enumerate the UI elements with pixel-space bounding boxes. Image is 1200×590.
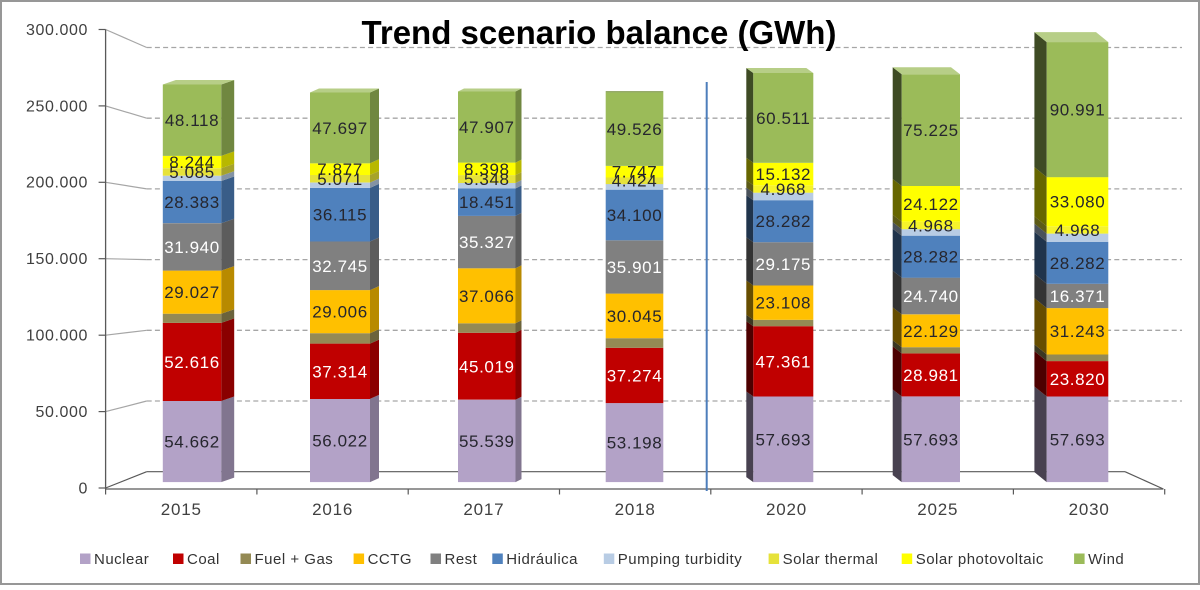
svg-text:32.745: 32.745 (312, 257, 368, 276)
svg-text:Coal: Coal (187, 551, 220, 568)
svg-text:29.027: 29.027 (164, 283, 220, 302)
svg-text:18.451: 18.451 (459, 193, 515, 212)
svg-text:0: 0 (79, 480, 89, 497)
svg-text:200.000: 200.000 (26, 175, 88, 192)
svg-text:52.616: 52.616 (164, 353, 220, 372)
svg-text:55.539: 55.539 (459, 432, 515, 451)
svg-text:250.000: 250.000 (26, 98, 88, 115)
svg-text:Nuclear: Nuclear (94, 551, 149, 568)
svg-text:60.511: 60.511 (756, 109, 810, 128)
svg-text:56.022: 56.022 (312, 432, 368, 451)
svg-text:31.940: 31.940 (164, 238, 220, 257)
svg-text:57.693: 57.693 (755, 430, 811, 449)
svg-text:49.526: 49.526 (607, 120, 663, 139)
svg-text:2025: 2025 (917, 500, 958, 519)
svg-text:24.122: 24.122 (903, 195, 959, 214)
svg-text:5.085: 5.085 (169, 163, 215, 182)
svg-text:47.361: 47.361 (755, 352, 811, 371)
svg-text:4.424: 4.424 (612, 172, 658, 191)
svg-text:Solar thermal: Solar thermal (783, 551, 879, 568)
svg-text:29.175: 29.175 (755, 255, 811, 274)
svg-text:29.006: 29.006 (312, 303, 368, 322)
svg-text:100.000: 100.000 (26, 328, 88, 345)
svg-text:Trend scenario balance (GWh): Trend scenario balance (GWh) (362, 14, 837, 51)
svg-text:2017: 2017 (463, 500, 504, 519)
svg-text:37.274: 37.274 (607, 367, 663, 386)
svg-text:2016: 2016 (312, 500, 353, 519)
svg-text:23.108: 23.108 (755, 294, 811, 313)
svg-text:24.740: 24.740 (903, 287, 959, 306)
svg-text:57.693: 57.693 (903, 430, 959, 449)
svg-text:57.693: 57.693 (1050, 430, 1106, 449)
svg-text:2020: 2020 (766, 500, 807, 519)
svg-text:47.907: 47.907 (459, 118, 515, 137)
svg-text:28.282: 28.282 (755, 212, 811, 231)
svg-text:Rest: Rest (445, 551, 478, 568)
svg-text:54.662: 54.662 (164, 433, 220, 452)
svg-text:34.100: 34.100 (607, 206, 663, 225)
svg-text:2018: 2018 (615, 500, 656, 519)
svg-text:8.398: 8.398 (464, 160, 510, 179)
svg-text:7.877: 7.877 (317, 160, 363, 179)
svg-text:48.118: 48.118 (165, 111, 219, 130)
svg-text:28.282: 28.282 (903, 248, 959, 267)
svg-text:75.225: 75.225 (903, 121, 959, 140)
svg-text:36.115: 36.115 (313, 206, 367, 225)
svg-text:Solar photovoltaic: Solar photovoltaic (916, 551, 1044, 568)
svg-text:37.314: 37.314 (312, 362, 368, 381)
svg-text:Pumping turbidity: Pumping turbidity (618, 551, 742, 568)
svg-text:5.071: 5.071 (317, 170, 363, 189)
svg-text:28.383: 28.383 (164, 193, 220, 212)
svg-text:30.045: 30.045 (607, 307, 663, 326)
svg-text:2015: 2015 (161, 500, 202, 519)
svg-text:35.327: 35.327 (459, 233, 515, 252)
svg-text:300.000: 300.000 (26, 22, 88, 39)
svg-text:4.968: 4.968 (761, 180, 807, 199)
svg-text:8.244: 8.244 (169, 153, 215, 172)
svg-text:16.371: 16.371 (1050, 287, 1106, 306)
svg-text:28.282: 28.282 (1050, 254, 1106, 273)
svg-text:4.968: 4.968 (1055, 221, 1101, 240)
svg-text:37.066: 37.066 (459, 287, 515, 306)
svg-text:5.348: 5.348 (464, 170, 510, 189)
svg-text:31.243: 31.243 (1050, 322, 1106, 341)
svg-text:7.747: 7.747 (612, 163, 658, 182)
svg-text:22.129: 22.129 (903, 322, 959, 341)
svg-text:35.901: 35.901 (607, 258, 663, 277)
svg-text:23.820: 23.820 (1050, 370, 1106, 389)
svg-text:45.019: 45.019 (459, 357, 515, 376)
svg-text:53.198: 53.198 (607, 434, 663, 453)
svg-text:90.991: 90.991 (1050, 101, 1106, 120)
svg-text:150.000: 150.000 (26, 251, 88, 268)
svg-text:Wind: Wind (1088, 551, 1124, 568)
svg-text:Hidráulica: Hidráulica (506, 551, 578, 568)
svg-text:50.000: 50.000 (35, 404, 88, 421)
svg-text:CCTG: CCTG (368, 551, 413, 568)
svg-text:33.080: 33.080 (1050, 193, 1106, 212)
svg-text:47.697: 47.697 (312, 119, 368, 138)
svg-text:Fuel + Gas: Fuel + Gas (255, 551, 334, 568)
svg-text:4.968: 4.968 (908, 217, 954, 236)
svg-text:28.981: 28.981 (903, 366, 959, 385)
svg-text:15.132: 15.132 (755, 165, 811, 184)
svg-text:2030: 2030 (1069, 500, 1110, 519)
